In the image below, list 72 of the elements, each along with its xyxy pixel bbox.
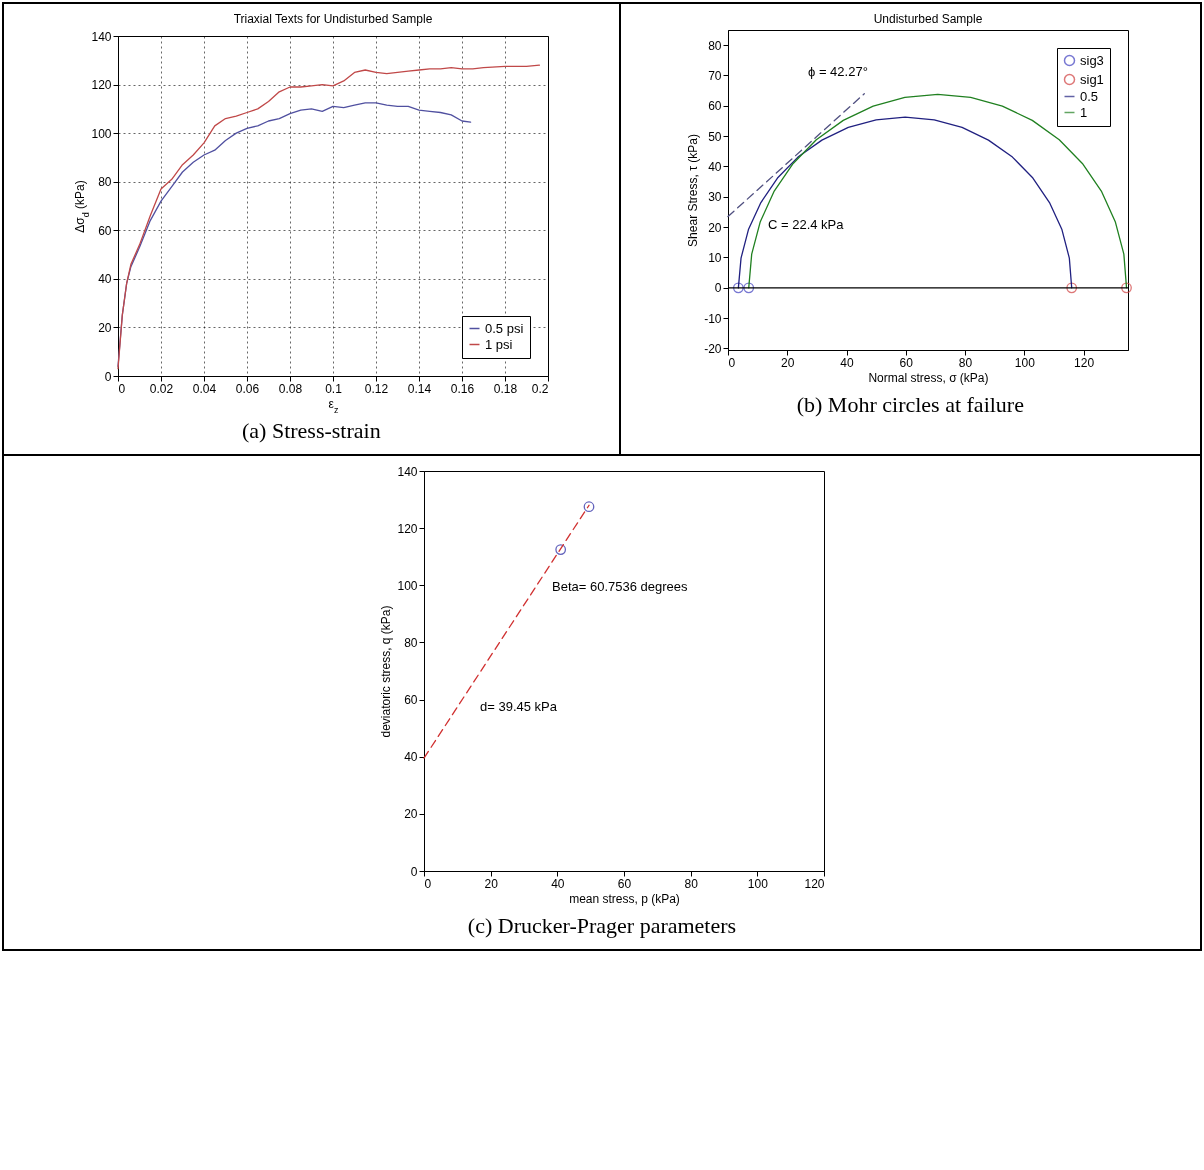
x-tick-label: 80 — [684, 876, 699, 891]
y-tick-label: 0 — [715, 281, 723, 296]
y-tick-label: 20 — [708, 220, 723, 235]
y-tick-label: 30 — [708, 190, 723, 205]
y-tick-label: 100 — [397, 578, 418, 593]
y-axis-title: deviatoric stress, q (kPa) — [379, 605, 394, 738]
annotation: ϕ = 42.27° — [808, 63, 869, 79]
x-axis-title: mean stress, p (kPa) — [569, 891, 680, 906]
y-tick-label: -10 — [704, 311, 723, 326]
x-tick-label: 40 — [551, 876, 565, 891]
x-tick-label: 0 — [118, 381, 126, 396]
legend-label: 0.5 psi — [485, 320, 524, 336]
x-tick-label: 120 — [1074, 355, 1095, 370]
y-tick-label: 120 — [397, 521, 418, 536]
y-tick-label: 60 — [708, 99, 723, 114]
y-tick-label: 20 — [98, 320, 113, 335]
y-tick-label: 80 — [708, 38, 723, 53]
legend-label: sig3 — [1080, 52, 1105, 68]
x-tick-label: 60 — [617, 876, 632, 891]
x-tick-label: 0.14 — [408, 381, 432, 396]
x-tick-label: 20 — [781, 355, 796, 370]
y-tick-label: -20 — [704, 341, 723, 356]
y-tick-label: 120 — [91, 78, 113, 93]
text: (a) Stress-strain — [241, 418, 382, 444]
chart-title: Triaxial Texts for Undisturbed Sample — [233, 12, 434, 26]
y-tick-label: 0 — [410, 864, 418, 879]
annotation: Beta= 60.7536 degrees — [552, 579, 689, 594]
y-tick-label: 40 — [708, 159, 723, 174]
x-tick-label: 40 — [840, 355, 855, 370]
x-tick-label: 20 — [484, 876, 499, 891]
y-tick-label: 20 — [404, 807, 418, 822]
y-axis-title: Shear Stress, τ (kPa) — [686, 134, 701, 247]
chart-title: Undisturbed Sample — [873, 12, 984, 26]
legend-label: sig1 — [1080, 71, 1105, 87]
x-tick-label: 0 — [424, 876, 432, 891]
x-tick-label: 120 — [804, 876, 825, 891]
x-tick-label: 0.16 — [451, 381, 475, 396]
x-tick-label: 0.18 — [494, 381, 518, 396]
y-tick-label: 100 — [91, 126, 113, 141]
x-axis-title: ε$_{z}$ — [328, 396, 340, 415]
x-tick-label: 0.1 — [325, 381, 343, 396]
y-tick-label: 10 — [708, 250, 723, 265]
text: (c) Drucker-Prager parameters — [466, 913, 738, 939]
y-tick-label: 50 — [708, 129, 723, 144]
x-tick-label: 0.08 — [279, 381, 303, 396]
x-tick-label: 0.06 — [236, 381, 260, 396]
y-tick-label: 40 — [98, 272, 113, 287]
y-tick-label: 80 — [404, 635, 418, 650]
x-tick-label: 80 — [959, 355, 973, 370]
x-tick-label: 60 — [899, 355, 914, 370]
x-tick-label: 0.12 — [365, 381, 389, 396]
annotation: d= 39.45 kPa — [480, 699, 558, 714]
legend-label: 0.5 — [1080, 88, 1099, 104]
x-tick-label: 0.04 — [193, 381, 217, 396]
y-tick-label: 40 — [404, 750, 418, 765]
legend-label: 1 — [1080, 104, 1088, 120]
y-tick-label: 80 — [98, 175, 113, 190]
x-tick-label: 0.2 — [532, 381, 550, 396]
x-tick-label: 0.02 — [150, 381, 174, 396]
y-tick-label: 140 — [91, 29, 113, 44]
text: (b) Mohr circles at failure — [795, 392, 1025, 418]
x-tick-label: 100 — [1015, 355, 1036, 370]
x-tick-label: 100 — [747, 876, 769, 891]
y-tick-label: 60 — [404, 693, 418, 708]
annotation: C = 22.4 kPa — [768, 217, 845, 233]
legend-label: 1 psi — [485, 336, 513, 352]
y-tick-label: 60 — [98, 223, 113, 238]
x-tick-label: 0 — [728, 355, 736, 370]
y-tick-label: 140 — [397, 464, 418, 479]
y-tick-label: 70 — [708, 69, 723, 83]
x-axis-title: Normal stress, σ (kPa) — [868, 370, 989, 385]
y-tick-label: 0 — [105, 369, 113, 384]
